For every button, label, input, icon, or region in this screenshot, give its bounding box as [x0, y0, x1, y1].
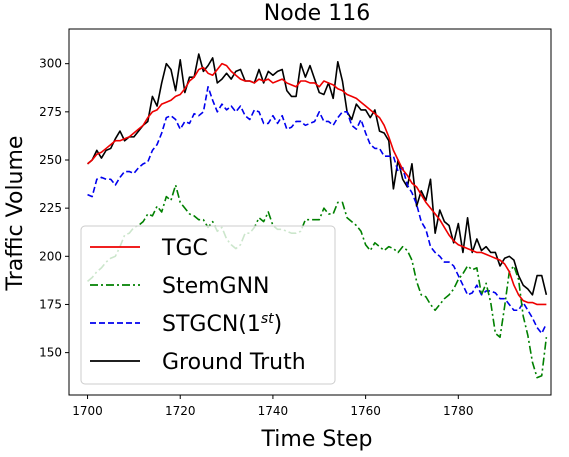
legend-label: StemGNN — [162, 274, 270, 299]
x-tick-label: 1780 — [443, 404, 474, 418]
series-line-stemgnn — [87, 184, 548, 379]
y-tick-label: 250 — [39, 153, 62, 167]
plot-lines — [87, 53, 548, 379]
legend-label: Ground Truth — [162, 350, 306, 375]
y-tick-label: 175 — [39, 297, 62, 311]
y-tick-label: 300 — [39, 57, 62, 71]
legend-label: TGC — [161, 236, 208, 261]
y-tick-label: 150 — [39, 346, 62, 360]
y-axis-ticks: 150 175 200 225 250 275 300 — [39, 57, 69, 360]
x-tick-label: 1700 — [72, 404, 103, 418]
plot-frame — [68, 28, 552, 396]
y-tick-label: 275 — [39, 105, 62, 119]
x-axis-ticks: 1700 1720 1740 1760 1780 — [72, 395, 474, 418]
x-axis-label: Time Step — [261, 427, 373, 452]
x-tick-label: 1740 — [258, 404, 289, 418]
legend-box — [80, 225, 336, 385]
chart-title: Node 116 — [264, 1, 370, 26]
y-tick-label: 225 — [39, 201, 62, 215]
y-axis-label: Traffic Volume — [3, 136, 28, 292]
x-tick-label: 1720 — [165, 404, 196, 418]
series-line-tgc — [87, 62, 547, 306]
series-line-stgcn-1st — [87, 85, 548, 335]
x-tick-label: 1760 — [350, 404, 381, 418]
y-tick-label: 200 — [39, 249, 62, 263]
